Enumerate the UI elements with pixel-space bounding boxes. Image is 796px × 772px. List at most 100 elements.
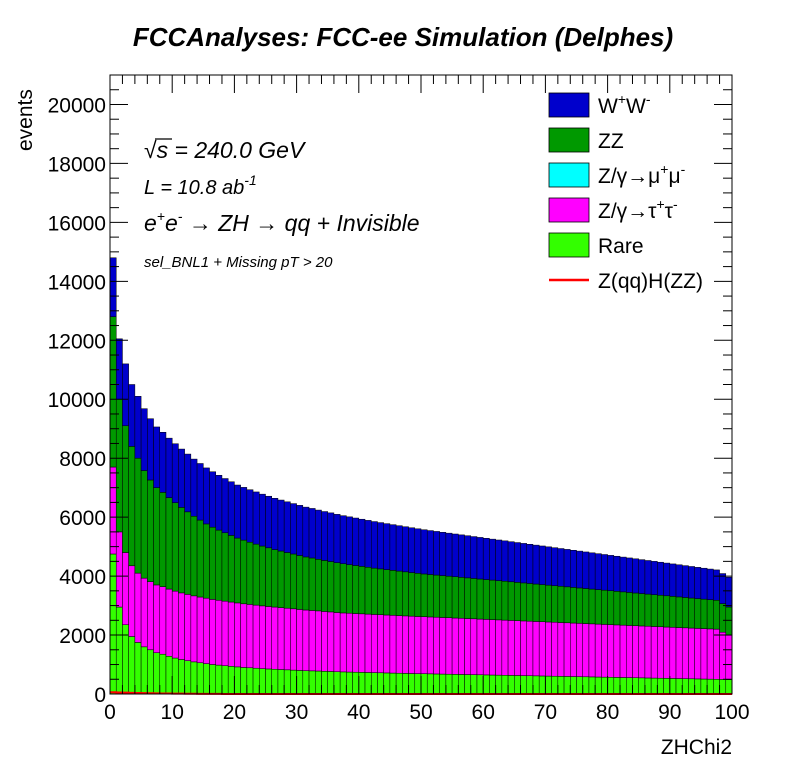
bar-rare: [470, 674, 478, 695]
bar-zz: [669, 596, 677, 628]
bar-zz: [576, 587, 583, 624]
bar-rare: [315, 670, 322, 695]
bar-w-w: [514, 542, 521, 583]
bar-w-w: [346, 516, 353, 565]
bar-w-w: [302, 506, 310, 558]
bar-zz: [333, 562, 341, 613]
bar-w-w: [439, 532, 447, 576]
bar-z: [259, 605, 266, 669]
bar-zz: [190, 516, 198, 597]
bar-z: [271, 606, 279, 670]
bar-rare: [576, 676, 583, 695]
bar-z: [203, 597, 210, 664]
bar-zz: [395, 570, 403, 616]
series-w-w: [109, 257, 733, 608]
bar-zz: [296, 555, 304, 610]
legend-swatch: [548, 162, 590, 188]
bar-z: [607, 624, 615, 678]
bar-zz: [526, 583, 534, 622]
bar-rare: [657, 677, 664, 695]
bar-z: [588, 623, 596, 678]
bar-z: [700, 628, 708, 680]
x-tick-label: 50: [409, 701, 432, 724]
bar-rare: [302, 670, 310, 695]
bar-z: [221, 600, 229, 666]
bar-zz: [433, 574, 440, 618]
bar-zz: [383, 569, 391, 616]
bar-z: [352, 613, 360, 673]
bar-rare: [551, 675, 559, 695]
bar-rare: [706, 678, 714, 695]
bar-zz: [221, 532, 229, 602]
bar-z: [644, 625, 652, 679]
bar-w-w: [426, 530, 434, 575]
bar-zz: [408, 572, 416, 617]
bar-rare: [346, 671, 353, 695]
bar-zz: [346, 564, 353, 614]
bar-rare: [147, 649, 154, 695]
bar-zz: [315, 559, 322, 612]
annotation-lumi: L = 10.8 ab-1: [144, 172, 257, 199]
bar-z: [576, 623, 583, 677]
bar-zz: [582, 588, 590, 624]
bar-z: [115, 531, 123, 608]
bar-rare: [271, 668, 279, 695]
x-tick-label: 30: [285, 701, 308, 724]
bar-w-w: [209, 471, 216, 528]
bar-z: [246, 604, 254, 669]
bar-rare: [557, 676, 565, 695]
x-tick-label: 0: [104, 701, 116, 724]
bar-z: [632, 625, 639, 678]
bar-rare: [321, 671, 328, 695]
bar-w-w: [265, 495, 272, 549]
bar-w-w: [227, 481, 235, 536]
bar-z: [420, 616, 428, 674]
bar-zz: [364, 567, 372, 615]
bar-w-w: [190, 458, 198, 517]
annotation-selection: sel_BNL1 + Missing pT > 20: [144, 254, 333, 271]
bar-w-w: [333, 514, 341, 563]
bar-rare: [196, 662, 204, 695]
bar-w-w: [339, 515, 347, 564]
bar-zz: [265, 547, 272, 607]
bar-rare: [476, 674, 484, 695]
y-axis-label: events: [14, 89, 37, 151]
bar-w-w: [725, 576, 733, 608]
bar-w-w: [663, 562, 671, 597]
bar-rare: [489, 674, 496, 695]
bar-w-w: [178, 448, 185, 508]
bar-w-w: [433, 531, 440, 576]
legend-label: Z(qq)H(ZZ): [598, 270, 703, 293]
bar-zz: [507, 581, 515, 621]
bar-zz: [122, 425, 129, 553]
bar-zz: [675, 596, 683, 628]
bar-zz: [632, 592, 639, 626]
bar-zz: [352, 565, 360, 614]
bar-rare: [333, 671, 341, 695]
bar-rare: [613, 677, 621, 695]
bar-rare: [545, 675, 552, 695]
bar-w-w: [184, 453, 192, 513]
bar-zz: [370, 567, 378, 615]
bar-zz: [153, 487, 161, 586]
bar-rare: [240, 667, 248, 695]
bar-z: [476, 618, 484, 676]
bar-rare: [700, 678, 708, 695]
bar-z: [669, 627, 677, 679]
bar-w-w: [308, 508, 316, 559]
bar-z: [215, 600, 223, 666]
y-tick-label: 14000: [48, 271, 106, 294]
bar-z: [501, 619, 509, 676]
lumi-exponent: -1: [244, 172, 256, 188]
bar-zz: [489, 579, 496, 620]
x-tick-label: 60: [472, 701, 495, 724]
bar-z: [240, 603, 248, 668]
bar-rare: [675, 678, 683, 695]
process-e2: e: [165, 210, 178, 236]
bar-zz: [495, 580, 503, 621]
bar-z: [414, 616, 422, 674]
process-e: e: [144, 210, 157, 236]
bar-zz: [557, 586, 565, 623]
bar-z: [594, 623, 602, 678]
bar-w-w: [234, 484, 241, 539]
